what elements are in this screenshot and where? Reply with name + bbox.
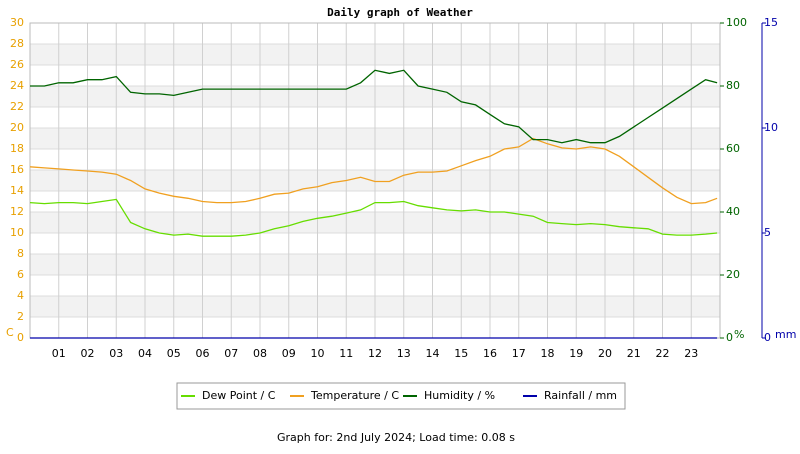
y-axis-label: C xyxy=(6,326,14,339)
series-line xyxy=(30,69,718,144)
series-line xyxy=(29,137,718,205)
y2-axis-label: % xyxy=(734,328,744,341)
y-tick-label: 20 xyxy=(10,121,24,134)
x-tick-label: 09 xyxy=(282,347,296,360)
x-tick-label: 15 xyxy=(454,347,468,360)
x-tick-label: 22 xyxy=(656,347,670,360)
chart-title: Daily graph of Weather xyxy=(327,6,473,19)
legend-label: Rainfall / mm xyxy=(544,389,617,402)
legend-label: Temperature / C xyxy=(310,389,399,402)
y3-tick-label: 0 xyxy=(764,331,771,344)
x-tick-label: 16 xyxy=(483,347,497,360)
x-tick-label: 01 xyxy=(52,347,66,360)
y2-tick-label: 20 xyxy=(726,268,740,281)
y-tick-label: 0 xyxy=(17,331,24,344)
y3-tick-label: 10 xyxy=(764,121,778,134)
x-tick-label: 18 xyxy=(541,347,555,360)
y-tick-label: 26 xyxy=(10,58,24,71)
y2-tick-label: 0 xyxy=(726,331,733,344)
y-tick-label: 16 xyxy=(10,163,24,176)
y2-tick-label: 40 xyxy=(726,205,740,218)
x-tick-label: 12 xyxy=(368,347,382,360)
y-tick-label: 6 xyxy=(17,268,24,281)
y3-tick-label: 5 xyxy=(764,226,771,239)
y3-tick-label: 15 xyxy=(764,16,778,29)
x-tick-label: 07 xyxy=(224,347,238,360)
x-tick-label: 19 xyxy=(569,347,583,360)
legend xyxy=(176,382,626,410)
y2-tick-label: 60 xyxy=(726,142,740,155)
x-tick-label: 03 xyxy=(109,347,123,360)
x-tick-label: 04 xyxy=(138,347,152,360)
y-tick-label: 30 xyxy=(10,16,24,29)
x-tick-label: 17 xyxy=(512,347,526,360)
y2-tick-label: 100 xyxy=(726,16,747,29)
y-tick-label: 24 xyxy=(10,79,24,92)
x-tick-label: 20 xyxy=(598,347,612,360)
x-tick-label: 21 xyxy=(627,347,641,360)
footer: Graph for: 2nd July 2024; Load time: 0.0… xyxy=(277,431,515,444)
x-tick-label: 13 xyxy=(397,347,411,360)
x-tick-label: 14 xyxy=(426,347,440,360)
y3-axis-label: mm xyxy=(775,328,796,341)
x-tick-label: 02 xyxy=(81,347,95,360)
y-tick-label: 8 xyxy=(17,247,24,260)
y-tick-label: 18 xyxy=(10,142,24,155)
y2-tick-label: 80 xyxy=(726,79,740,92)
x-tick-label: 10 xyxy=(311,347,325,360)
y-tick-label: 28 xyxy=(10,37,24,50)
x-tick-label: 23 xyxy=(684,347,698,360)
x-tick-label: 11 xyxy=(339,347,353,360)
y-tick-label: 14 xyxy=(10,184,24,197)
y-tick-label: 22 xyxy=(10,100,24,113)
series-line xyxy=(29,198,718,237)
legend-label: Humidity / % xyxy=(424,389,495,402)
x-tick-label: 06 xyxy=(196,347,210,360)
x-tick-label: 08 xyxy=(253,347,267,360)
legend-label: Dew Point / C xyxy=(202,389,276,402)
y-tick-label: 4 xyxy=(17,289,24,302)
y-tick-label: 12 xyxy=(10,205,24,218)
y-tick-label: 10 xyxy=(10,226,24,239)
x-tick-label: 05 xyxy=(167,347,181,360)
y-tick-label: 2 xyxy=(17,310,24,323)
